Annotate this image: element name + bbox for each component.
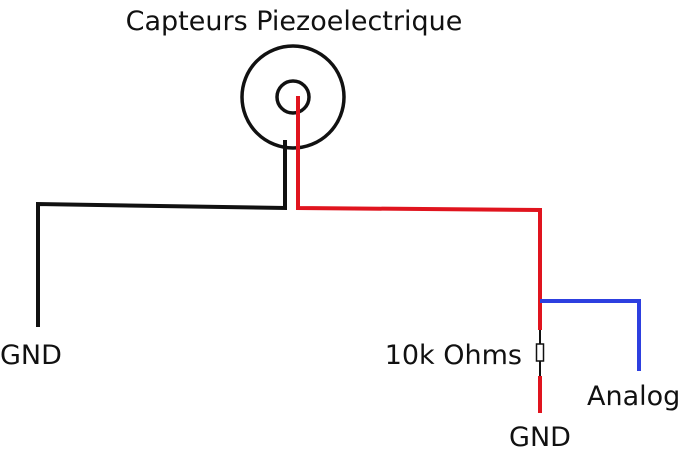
diagram-title: Capteurs Piezoelectrique — [126, 6, 463, 37]
gnd-left-label: GND — [0, 340, 62, 371]
resistor-icon — [535, 330, 545, 376]
red-wire — [296, 96, 542, 330]
black-wire — [36, 140, 287, 327]
gnd-right-label: GND — [509, 422, 571, 453]
analog-label: Analog — [587, 381, 680, 412]
piezo-disc-icon — [240, 44, 346, 150]
resistor-label: 10k Ohms — [385, 340, 522, 371]
blue-wire — [540, 299, 641, 371]
